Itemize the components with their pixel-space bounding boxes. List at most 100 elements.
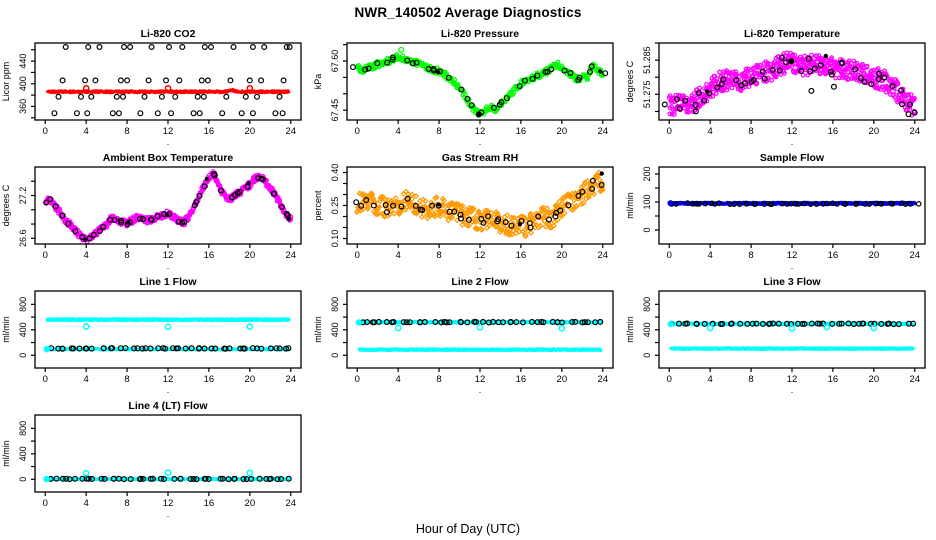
y-tick-label: 51.275 (642, 81, 652, 109)
x-tick-label: 12 (475, 374, 486, 385)
x-tick-label: 24 (597, 250, 608, 261)
y-axis-label: ml/min (313, 316, 323, 343)
x-tick-label: 0 (43, 126, 48, 137)
x-axis-label: . (791, 261, 794, 271)
x-tick-label: 12 (787, 126, 798, 137)
x-tick-label: 0 (355, 250, 360, 261)
x-tick-label: 16 (204, 498, 215, 509)
y-tick-label: 440 (18, 54, 28, 69)
x-tick-label: 12 (163, 498, 174, 509)
y-tick-label: 51.285 (642, 46, 652, 74)
x-axis-label: . (167, 261, 170, 271)
x-tick-label: 0 (667, 250, 672, 261)
chart-canvas: Line 2 Flow ml/min. 0 400 800 0 4 8 12 16 20 24 (313, 276, 614, 395)
y-tick-label: 400 (18, 322, 28, 337)
x-tick-label: 0 (355, 126, 360, 137)
y-tick-label: 400 (642, 322, 652, 337)
x-tick-label: 4 (84, 250, 89, 261)
y-tick-label: 400 (18, 446, 28, 461)
x-tick-label: 8 (124, 498, 129, 509)
x-tick-label: 24 (597, 126, 608, 137)
x-tick-label: 16 (828, 374, 839, 385)
x-tick-label: 20 (245, 374, 256, 385)
panel-ambient-box-temperature: Ambient Box Temperature degrees C. 26.6 27.… (0, 148, 312, 272)
y-tick-label: 0 (642, 227, 652, 232)
x-tick-label: 8 (124, 250, 129, 261)
x-tick-label: 16 (828, 250, 839, 261)
x-tick-label: 0 (43, 498, 48, 509)
x-tick-label: 12 (163, 126, 174, 137)
y-axis-label: percent (313, 190, 323, 221)
chart-canvas: Li-820 CO2 Licor ppm. 360 400 440 0 4 8 12 16 20 24 (1, 28, 302, 147)
x-tick-label: 8 (124, 126, 129, 137)
y-tick-label: 0.10 (330, 230, 340, 248)
x-tick-label: 20 (245, 126, 256, 137)
x-tick-label: 20 (869, 250, 880, 261)
y-axis-label: kPa (313, 74, 323, 90)
panel-title: Li-820 CO2 (141, 28, 196, 40)
panel-title: Li-820 Temperature (744, 28, 840, 40)
y-tick-label: 0.40 (330, 164, 340, 182)
y-tick-label: 0 (18, 353, 28, 358)
y-tick-label: 0 (330, 353, 340, 358)
x-tick-label: 16 (204, 126, 215, 137)
panel-title: Li-820 Pressure (441, 28, 519, 40)
x-tick-label: 4 (84, 126, 89, 137)
x-axis-label: . (791, 385, 794, 395)
x-tick-label: 0 (667, 374, 672, 385)
x-tick-label: 12 (787, 374, 798, 385)
y-tick-label: 0 (18, 477, 28, 482)
x-tick-label: 16 (204, 250, 215, 261)
x-tick-label: 24 (285, 374, 296, 385)
panel-line1-flow: Line 1 Flow ml/min. 0 400 800 0 4 8 12 16 20 24 (0, 272, 312, 396)
y-tick-label: 0 (642, 353, 652, 358)
x-tick-label: 4 (84, 498, 89, 509)
x-tick-label: 0 (667, 126, 672, 137)
y-axis-label: degrees C (1, 184, 11, 226)
chart-canvas: Li-820 Pressure kPa. 67.45 67.60 0 4 8 12 16 20 24 (313, 28, 614, 147)
x-tick-label: 20 (869, 374, 880, 385)
panel-sample-flow: Sample Flow ml/min. 0 100 200 0 4 8 12 16 20 24 (624, 148, 936, 272)
x-axis-label: . (167, 509, 170, 519)
x-tick-label: 0 (355, 374, 360, 385)
y-tick-label: 400 (18, 76, 28, 91)
x-tick-label: 20 (245, 498, 256, 509)
x-tick-label: 24 (285, 498, 296, 509)
empty-cell (312, 396, 624, 520)
x-tick-label: 4 (396, 250, 401, 261)
x-tick-label: 20 (557, 126, 568, 137)
x-tick-label: 20 (869, 126, 880, 137)
x-tick-label: 16 (828, 126, 839, 137)
x-tick-label: 16 (516, 126, 527, 137)
page-title: NWR_140502 Average Diagnostics (354, 5, 582, 20)
x-tick-label: 8 (436, 250, 441, 261)
chart-canvas: Gas Stream RH percent. 0.10 0.25 0.40 0 4 8 12 16… (313, 152, 614, 271)
panel-gas-stream-rh: Gas Stream RH percent. 0.10 0.25 0.40 0 4 8 12 16… (312, 148, 624, 272)
x-tick-label: 24 (909, 250, 920, 261)
x-tick-label: 24 (909, 374, 920, 385)
x-axis-label: . (167, 385, 170, 395)
x-axis-label: . (479, 385, 482, 395)
y-tick-label: 200 (642, 166, 652, 181)
panel-title: Line 3 Flow (763, 276, 821, 288)
x-tick-label: 20 (557, 374, 568, 385)
x-tick-label: 12 (163, 250, 174, 261)
x-tick-label: 4 (396, 126, 401, 137)
x-tick-label: 12 (163, 374, 174, 385)
x-tick-label: 12 (475, 126, 486, 137)
chart-canvas: Li-820 Temperature degrees C. 51.275 51.285… (625, 28, 926, 147)
y-tick-label: 400 (330, 322, 340, 337)
x-tick-label: 24 (285, 126, 296, 137)
y-tick-label: 67.45 (330, 99, 340, 122)
y-tick-label: 26.6 (18, 230, 28, 248)
panel-line4-lt-flow: Line 4 (LT) Flow ml/min. 0 400 800 0 4 8 12 16 20 2… (0, 396, 312, 520)
y-axis-label: ml/min (1, 316, 11, 343)
y-axis-label: Licor ppm (1, 62, 11, 102)
x-axis-title: Hour of Day (UTC) (415, 522, 521, 536)
empty-cell (624, 396, 936, 520)
panel-li820-pressure: Li-820 Pressure kPa. 67.45 67.60 0 4 8 12 16 20 24 (312, 24, 624, 148)
y-tick-label: 27.2 (18, 187, 28, 205)
panel-title: Line 4 (LT) Flow (128, 400, 208, 412)
chart-canvas: Line 1 Flow ml/min. 0 400 800 0 4 8 12 16 20 24 (1, 276, 302, 395)
y-axis-label: ml/min (625, 316, 635, 343)
